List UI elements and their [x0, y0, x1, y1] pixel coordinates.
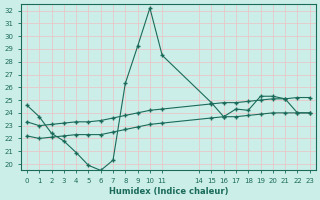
X-axis label: Humidex (Indice chaleur): Humidex (Indice chaleur)	[108, 187, 228, 196]
